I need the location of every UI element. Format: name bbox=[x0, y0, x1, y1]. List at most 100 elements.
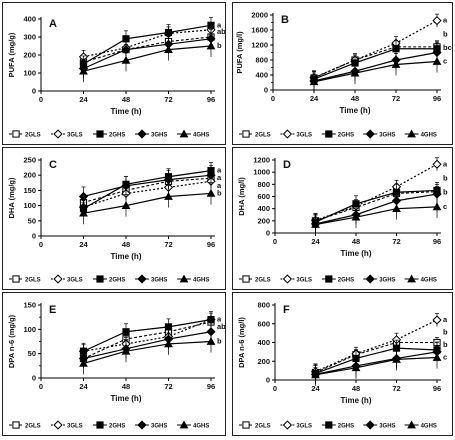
x-tick-label: 0 bbox=[39, 95, 43, 104]
x-tick-label: 72 bbox=[164, 240, 172, 249]
series-4GHS bbox=[79, 182, 216, 225]
legend: 2GLS 3GLS 2GHS 3GHS 4GHS bbox=[239, 129, 437, 139]
y-tick-label: 800 bbox=[255, 56, 268, 65]
series-line bbox=[313, 60, 438, 83]
data-point bbox=[351, 363, 361, 372]
legend-marker bbox=[137, 129, 147, 139]
series-line bbox=[313, 51, 438, 82]
significance-letter: ab bbox=[217, 27, 225, 36]
significance-letter: b bbox=[443, 29, 448, 38]
significance-letter: a bbox=[217, 20, 222, 29]
legend-marker bbox=[12, 421, 20, 429]
series-line bbox=[83, 45, 212, 72]
series-line bbox=[313, 48, 437, 80]
series-2GLS bbox=[79, 172, 215, 208]
x-tick-label: 72 bbox=[392, 237, 400, 246]
significance-letter: a bbox=[217, 166, 222, 175]
y-tick-label: 0 bbox=[264, 86, 268, 95]
legend-label: 2GHS bbox=[109, 133, 125, 139]
x-axis-title: Time (h) bbox=[341, 249, 372, 258]
legend-label: 4GHS bbox=[421, 278, 437, 284]
legend-marker bbox=[282, 420, 293, 430]
legend-label: 3GHS bbox=[379, 424, 395, 430]
x-tick-label: 72 bbox=[392, 384, 400, 393]
series-line bbox=[83, 174, 212, 198]
significance-letters: aab b bbox=[217, 20, 226, 50]
legend-label: 4GHS bbox=[421, 424, 437, 430]
y-tick-label: 600 bbox=[257, 192, 270, 201]
series-3GLS bbox=[310, 313, 442, 379]
y-tick-label: 0 bbox=[266, 229, 270, 238]
legend-marker bbox=[179, 274, 189, 283]
legend-marker bbox=[325, 130, 333, 138]
data-point bbox=[207, 21, 215, 29]
x-tick-label: 24 bbox=[311, 237, 320, 246]
x-tick-label: 48 bbox=[351, 94, 359, 103]
legend-label: 3GLS bbox=[67, 424, 83, 430]
significance-letters: ab bc c bbox=[443, 16, 452, 66]
legend-marker bbox=[137, 420, 147, 430]
legend-label: 4GHS bbox=[421, 133, 437, 139]
x-tick-label: 72 bbox=[164, 382, 172, 391]
legend: 2GLS 3GLS 2GHS 3GHS 4GHS bbox=[239, 420, 437, 430]
y-tick-label: 1200 bbox=[251, 41, 268, 50]
x-tick-label: 72 bbox=[392, 94, 400, 103]
x-axis-title: Time (h) bbox=[111, 394, 142, 403]
series-line bbox=[83, 36, 212, 63]
y-tick-label: 200 bbox=[23, 51, 36, 60]
legend-label: 2GHS bbox=[338, 424, 354, 430]
chart-svg-d: 0 200 400 600 800 1000 1200 0 24 48 72 96 Time (h) DH… bbox=[237, 156, 448, 284]
significance-letter: b bbox=[217, 188, 222, 197]
x-tick-label: 0 bbox=[273, 237, 277, 246]
significance-letter: b bbox=[217, 337, 222, 346]
legend-marker bbox=[242, 421, 250, 429]
chart-svg-e: 0 50 100 150 0 24 48 72 96 Time (h) DPA n-6 (mg/g)… bbox=[7, 301, 226, 430]
x-tick-label: 24 bbox=[311, 384, 320, 393]
legend-label: 4GHS bbox=[193, 133, 209, 139]
series-line bbox=[83, 170, 212, 210]
legend-marker bbox=[53, 274, 63, 284]
legend-label: 3GLS bbox=[296, 278, 312, 284]
x-tick-label: 48 bbox=[122, 382, 130, 391]
legend-marker bbox=[137, 274, 147, 284]
series-line bbox=[315, 347, 438, 375]
series-2GHS bbox=[311, 182, 441, 231]
legend-label: 3GLS bbox=[296, 424, 312, 430]
legend-marker bbox=[282, 129, 293, 139]
significance-letter: c bbox=[443, 57, 447, 66]
series-2GHS bbox=[79, 16, 215, 72]
legend-label: 2GLS bbox=[255, 133, 271, 139]
significance-letter: b bbox=[443, 328, 448, 337]
legend-label: 2GHS bbox=[338, 133, 354, 139]
series-line bbox=[315, 191, 438, 222]
data-point bbox=[164, 45, 173, 53]
data-point bbox=[392, 204, 401, 213]
x-tick-label: 0 bbox=[273, 384, 277, 393]
axes: 0 400 800 1200 1600 2000 0 24 48 72 96 bbox=[251, 11, 441, 104]
y-tick-label: 1000 bbox=[253, 168, 270, 177]
y-tick-label: 100 bbox=[23, 325, 36, 334]
x-tick-label: 96 bbox=[433, 94, 441, 103]
significance-letter: b bbox=[217, 41, 222, 50]
significance-letter: b bbox=[443, 340, 448, 349]
panel-letter: D bbox=[283, 159, 291, 171]
series-4GHS bbox=[79, 34, 216, 83]
y-tick-label: 150 bbox=[23, 186, 36, 195]
axes: 0 200 400 600 800 1000 1200 0 24 48 72 96 bbox=[253, 156, 441, 247]
series-2GLS bbox=[79, 31, 215, 68]
x-axis-title: Time (h) bbox=[340, 106, 371, 115]
chart-svg-a: 0 100 200 300 400 0 24 48 72 96 Time (h) PUFA (mg/g… bbox=[7, 15, 226, 139]
legend-marker bbox=[12, 130, 20, 138]
legend-marker bbox=[325, 275, 333, 283]
y-tick-label: 200 bbox=[23, 171, 36, 180]
data-point bbox=[121, 201, 131, 209]
x-tick-label: 96 bbox=[433, 384, 441, 393]
data-point bbox=[206, 336, 216, 345]
significance-letters: aab b bbox=[217, 315, 226, 346]
data-point bbox=[79, 208, 88, 217]
x-tick-label: 72 bbox=[164, 95, 172, 104]
legend-marker bbox=[365, 420, 375, 430]
legend-marker bbox=[96, 275, 104, 283]
legend: 2GLS 3GLS 2GHS 3GHS 4GHS bbox=[239, 274, 437, 284]
legend-label: 2GHS bbox=[109, 424, 125, 430]
